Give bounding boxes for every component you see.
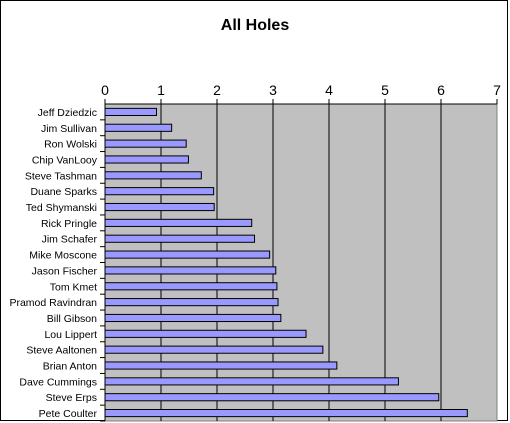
category-label: Steve Aaltonen [26, 345, 97, 357]
x-tick-label: 6 [437, 82, 445, 98]
chart-title: All Holes [221, 17, 290, 34]
bar [104, 345, 324, 354]
bar [104, 313, 282, 323]
x-axis: 0 1 2 3 4 5 6 7 [101, 82, 501, 105]
category-label: Pramod Ravindran [9, 297, 97, 309]
category-label: Jeff Dziedzic [38, 107, 97, 119]
x-tick-label: 3 [269, 82, 277, 98]
bar [104, 298, 279, 307]
bar [104, 409, 468, 418]
bar [104, 361, 338, 370]
bar [104, 266, 277, 275]
category-label: Duane Sparks [30, 186, 97, 198]
category-label: Tom Kmet [50, 281, 97, 293]
category-label: Jim Schafer [42, 234, 98, 246]
category-label: Steve Tashman [25, 170, 97, 182]
category-label: Ted Shymanski [26, 202, 97, 214]
x-tick-label: 4 [325, 82, 333, 98]
category-label: Mike Moscone [29, 250, 97, 262]
bar [104, 202, 215, 212]
bar [104, 139, 187, 148]
category-axis: Jeff Dziedzic Jim Sullivan Ron Wolski Chip … [9, 104, 106, 422]
bar [104, 393, 440, 402]
bar [104, 155, 189, 164]
x-tick-label: 0 [101, 82, 109, 98]
bar [104, 250, 271, 259]
bar [104, 329, 307, 338]
bar [104, 218, 253, 227]
category-label: Steve Erps [46, 392, 97, 404]
bar [104, 282, 278, 291]
bar [104, 377, 399, 386]
x-tick-label: 7 [493, 82, 501, 98]
bar [104, 123, 173, 132]
x-tick-label: 2 [213, 82, 221, 98]
category-label: Ron Wolski [44, 139, 97, 151]
x-tick-label: 5 [381, 82, 389, 98]
bar [104, 187, 215, 196]
category-label: Lou Lippert [44, 329, 97, 341]
category-label: Brian Anton [43, 361, 97, 373]
category-label: Rick Pringle [41, 218, 97, 230]
bar [104, 171, 202, 180]
category-label: Chip VanLooy [32, 154, 98, 166]
category-label: Dave Cummings [19, 376, 97, 388]
category-label: Jason Fischer [32, 265, 98, 277]
category-label: Pete Coulter [39, 408, 98, 420]
bar [104, 107, 158, 116]
plot-area [104, 103, 498, 422]
category-label: Bill Gibson [47, 313, 97, 325]
bar [104, 234, 256, 243]
category-label: Jim Sullivan [41, 123, 97, 135]
x-tick-label: 1 [157, 82, 165, 98]
